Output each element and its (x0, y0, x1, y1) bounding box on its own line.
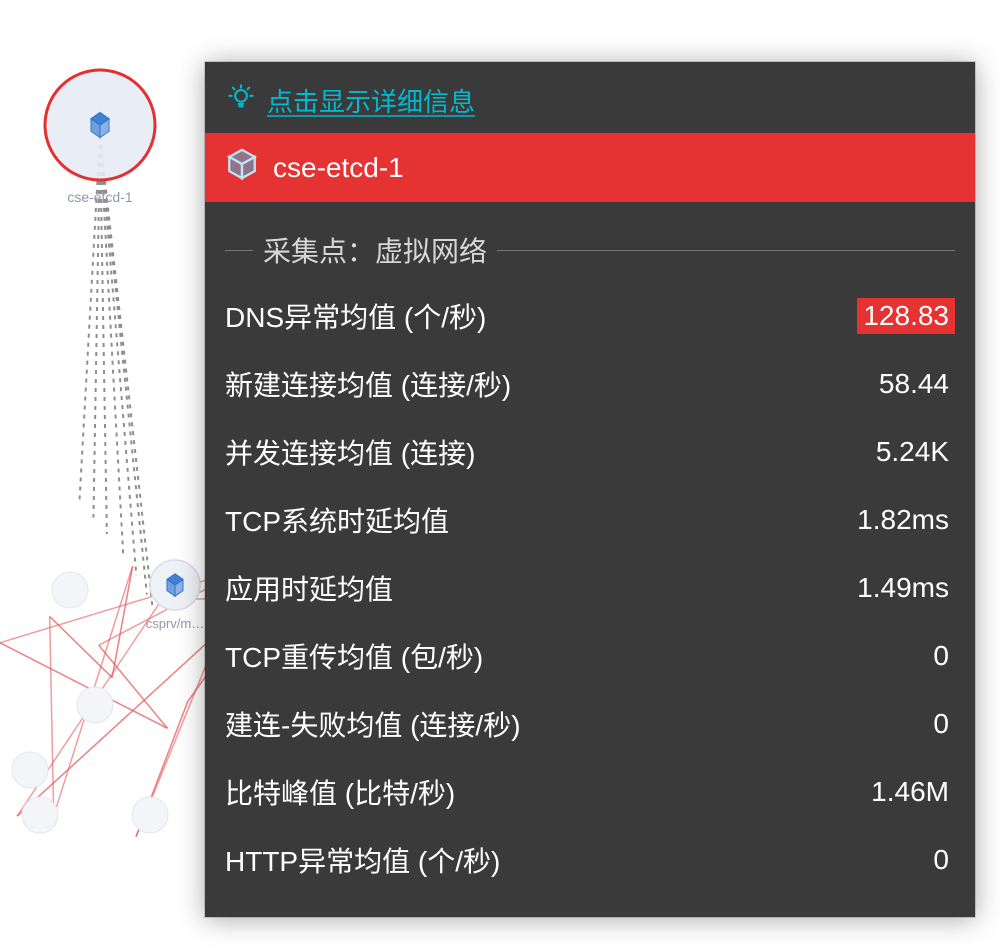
metric-label: 建连-失败均值 (连接/秒) (225, 704, 521, 744)
svg-text:csprv/m…: csprv/m… (146, 616, 205, 631)
metric-value: 58.44 (873, 366, 955, 402)
panel-title-bar: cse-etcd-1 (205, 133, 975, 202)
metric-label: DNS异常均值 (个/秒) (225, 296, 486, 336)
metric-value: 0 (927, 842, 955, 878)
metric-row[interactable]: HTTP异常均值 (个/秒) 0 (225, 826, 955, 894)
panel-title-text: cse-etcd-1 (273, 152, 404, 184)
section-divider: 采集点：虚拟网络 (225, 230, 955, 270)
metric-row[interactable]: TCP重传均值 (包/秒) 0 (225, 622, 955, 690)
panel-hint-text: 点击显示详细信息 (267, 82, 475, 119)
metric-row[interactable]: 应用时延均值 1.49ms (225, 554, 955, 622)
metric-row[interactable]: 比特峰值 (比特/秒) 1.46M (225, 758, 955, 826)
divider-dash (497, 250, 955, 251)
divider-dash (225, 250, 253, 251)
metric-row[interactable]: TCP系统时延均值 1.82ms (225, 486, 955, 554)
node-detail-panel: 点击显示详细信息 cse-etcd-1 采集点：虚拟网络 DNS异常均值 (个/… (205, 62, 975, 917)
metric-value-alert: 128.83 (857, 298, 955, 334)
metric-value: 1.82ms (851, 502, 955, 538)
lightbulb-icon (227, 83, 255, 118)
metric-row[interactable]: DNS异常均值 (个/秒) 128.83 (225, 282, 955, 350)
metric-label: 新建连接均值 (连接/秒) (225, 364, 511, 404)
metric-label: TCP系统时延均值 (225, 500, 449, 540)
cube-icon (225, 147, 259, 188)
panel-hint-link[interactable]: 点击显示详细信息 (205, 62, 975, 133)
metric-row[interactable]: 并发连接均值 (连接) 5.24K (225, 418, 955, 486)
svg-text:cse-etcd-1: cse-etcd-1 (67, 189, 133, 205)
metric-label: 应用时延均值 (225, 568, 393, 608)
metric-label: TCP重传均值 (包/秒) (225, 636, 483, 676)
section-label: 采集点：虚拟网络 (263, 230, 487, 270)
metric-label: 比特峰值 (比特/秒) (225, 772, 455, 812)
metric-value: 1.46M (865, 774, 955, 810)
metric-value: 5.24K (870, 434, 955, 470)
metric-row[interactable]: 建连-失败均值 (连接/秒) 0 (225, 690, 955, 758)
panel-body: 采集点：虚拟网络 DNS异常均值 (个/秒) 128.83 新建连接均值 (连接/秒… (205, 202, 975, 918)
metrics-list: DNS异常均值 (个/秒) 128.83 新建连接均值 (连接/秒) 58.44 并发连… (225, 282, 955, 894)
metric-value: 0 (927, 638, 955, 674)
metric-value: 0 (927, 706, 955, 742)
metric-label: 并发连接均值 (连接) (225, 432, 475, 472)
metric-label: HTTP异常均值 (个/秒) (225, 840, 500, 880)
metric-row[interactable]: 新建连接均值 (连接/秒) 58.44 (225, 350, 955, 418)
metric-value: 1.49ms (851, 570, 955, 606)
